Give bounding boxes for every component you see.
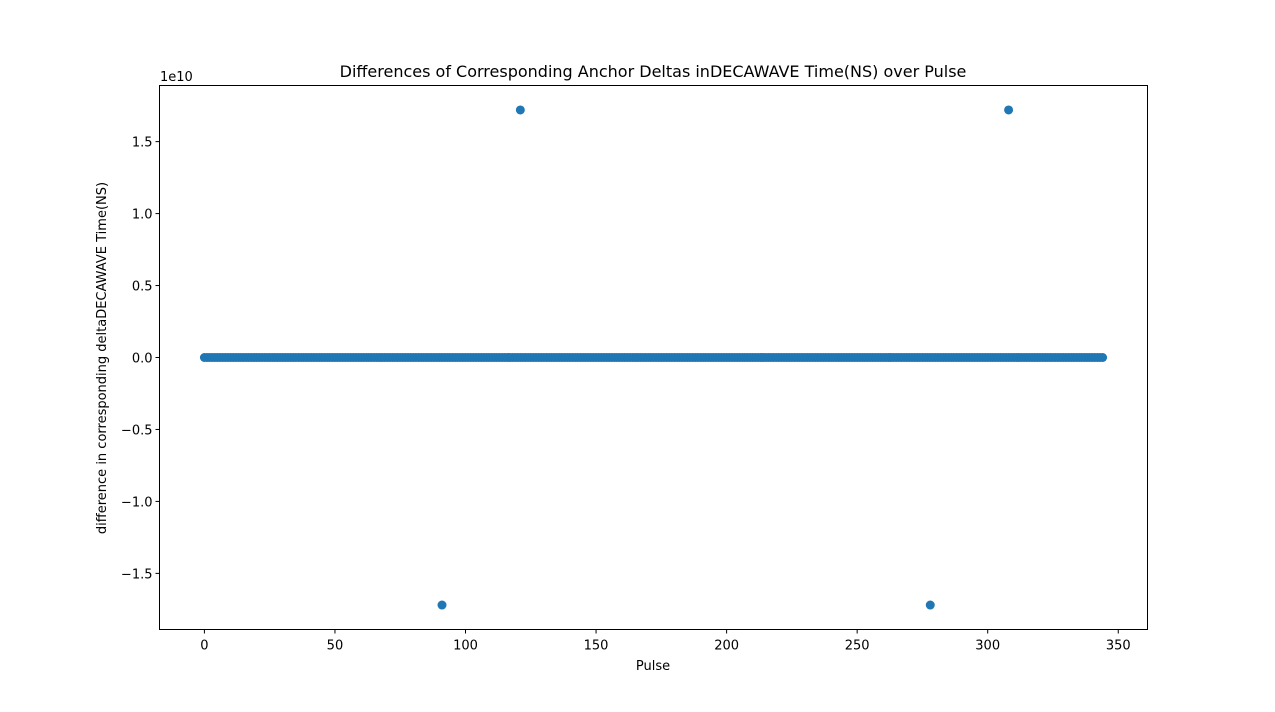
y-offset-label: 1e10 xyxy=(160,70,193,85)
x-tick-label: 150 xyxy=(584,639,609,654)
outlier-point xyxy=(437,600,447,610)
data-points xyxy=(199,105,1108,610)
outlier-point xyxy=(1004,105,1014,115)
x-axis-ticks: 0 50 100 150 200 250 300 350 xyxy=(200,629,1131,654)
x-tick-label: 100 xyxy=(453,639,478,654)
plot-area-frame xyxy=(159,85,1148,630)
outlier-point xyxy=(515,105,525,115)
x-tick-label: 50 xyxy=(327,639,344,654)
x-tick-label: 250 xyxy=(845,639,870,654)
y-axis-ticks: −1.5 −1.0 −0.5 0.0 0.5 1.0 1.5 xyxy=(121,136,160,582)
x-tick-label: 0 xyxy=(200,639,208,654)
y-tick-label: −1.5 xyxy=(121,567,153,582)
y-tick-label: 0.5 xyxy=(132,280,153,295)
y-tick-label: 0.0 xyxy=(132,352,153,367)
chart-title: Differences of Corresponding Anchor Delt… xyxy=(340,62,967,81)
x-tick-label: 350 xyxy=(1106,639,1131,654)
baseline-point xyxy=(1098,353,1108,362)
y-tick-label: −1.0 xyxy=(121,495,153,510)
y-tick-label: −0.5 xyxy=(121,423,153,438)
outlier-point xyxy=(925,600,935,610)
y-tick-label: 1.5 xyxy=(132,136,153,151)
x-axis-label: Pulse xyxy=(636,659,670,674)
y-tick-label: 1.0 xyxy=(132,208,153,223)
x-tick-label: 200 xyxy=(714,639,739,654)
y-axis-label: difference in corresponding deltaDECAWAV… xyxy=(95,182,110,534)
x-tick-label: 300 xyxy=(975,639,1000,654)
